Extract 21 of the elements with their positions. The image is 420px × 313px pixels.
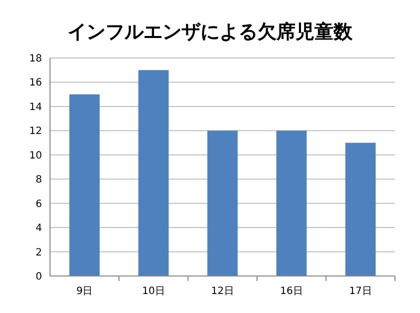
- bar: [345, 142, 376, 276]
- y-tick-label: 4: [36, 223, 42, 234]
- bar: [69, 94, 100, 276]
- y-tick-label: 14: [29, 102, 42, 113]
- y-tick-label: 6: [36, 198, 42, 210]
- y-tick-label: 12: [29, 126, 42, 138]
- x-tick-label: 9日: [76, 286, 93, 297]
- y-tick-label: 8: [36, 174, 42, 186]
- bar: [138, 70, 169, 276]
- y-tick-label: 16: [29, 78, 42, 89]
- x-tick-label: 10日: [142, 286, 165, 297]
- x-tick-label: 17日: [349, 286, 372, 297]
- bar: [276, 130, 307, 276]
- x-tick-label: 12日: [211, 286, 234, 297]
- y-tick-label: 18: [29, 54, 42, 64]
- y-tick-label: 2: [36, 247, 42, 258]
- y-tick-label: 0: [36, 272, 42, 282]
- y-tick-label: 10: [29, 150, 42, 162]
- bar: [207, 130, 238, 276]
- chart-title: インフルエンザによる欠席児童数: [68, 21, 354, 43]
- x-tick-label: 16日: [280, 286, 303, 297]
